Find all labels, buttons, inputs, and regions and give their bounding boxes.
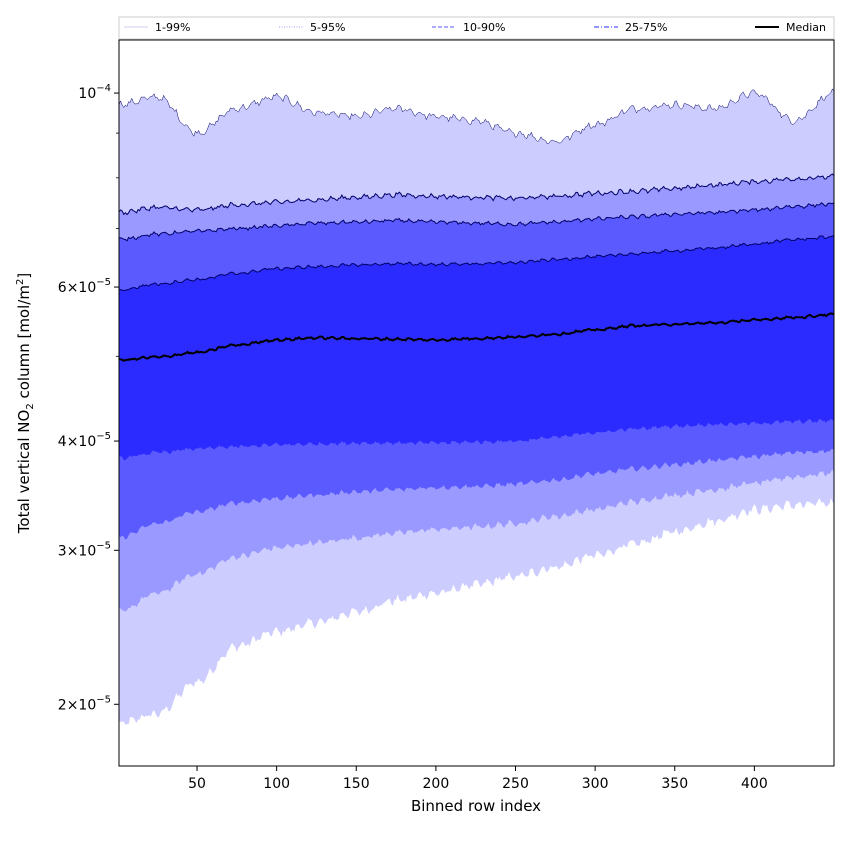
band-upper-edge-5-95% bbox=[119, 173, 834, 216]
y-tick-label: 2×10−5 bbox=[58, 694, 111, 713]
x-tick-label: 350 bbox=[661, 776, 688, 792]
band-upper-edge-1-99% bbox=[119, 88, 834, 145]
legend-label: 5-95% bbox=[310, 21, 345, 34]
y-tick-label: 10−4 bbox=[78, 83, 111, 102]
legend-box bbox=[118, 16, 835, 40]
x-tick-label: 100 bbox=[263, 776, 290, 792]
y-tick-label: 4×10−5 bbox=[58, 431, 111, 450]
x-axis-label: Binned row index bbox=[411, 797, 541, 815]
legend-label: 10-90% bbox=[463, 21, 505, 34]
x-axis: 50 100 150 200 250 300 350 400 bbox=[188, 766, 768, 792]
y-axis-label: Total vertical NO2 column [mol/m2] bbox=[15, 273, 36, 534]
legend-label: 25-75% bbox=[625, 21, 667, 34]
x-tick-label: 300 bbox=[582, 776, 609, 792]
x-tick-label: 400 bbox=[741, 776, 768, 792]
legend-label: Median bbox=[786, 21, 826, 34]
x-tick-label: 200 bbox=[423, 776, 450, 792]
band-upper-edge-25-75% bbox=[119, 235, 834, 292]
median-line-group bbox=[119, 312, 834, 362]
y-tick-label: 3×10−5 bbox=[58, 540, 111, 559]
band-fills bbox=[119, 88, 834, 725]
x-tick-label: 250 bbox=[502, 776, 529, 792]
band-fill-25-75% bbox=[119, 235, 834, 461]
median-line bbox=[119, 312, 834, 362]
legend-label: 1-99% bbox=[155, 21, 190, 34]
y-axis: 2×10−5 3×10−5 4×10−5 6×10−5 10−4 bbox=[58, 83, 119, 713]
legend: 1-99% 5-95% 10-90% 25-75% Median bbox=[118, 16, 835, 40]
plot-frame bbox=[118, 39, 835, 767]
band-upper-edge-10-90% bbox=[119, 202, 834, 242]
x-tick-label: 150 bbox=[343, 776, 370, 792]
x-tick-label: 50 bbox=[188, 776, 206, 792]
band-edges bbox=[119, 88, 834, 292]
y-tick-label: 6×10−5 bbox=[58, 277, 111, 296]
